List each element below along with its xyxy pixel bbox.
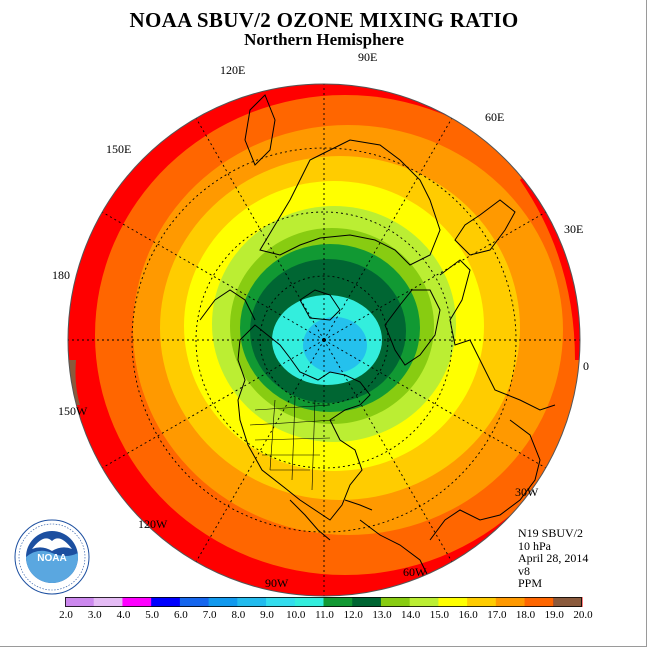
colorbar-swatch (65, 597, 95, 607)
colorbar-swatch (179, 597, 210, 607)
colorbar-tick-label: 6.0 (174, 609, 188, 621)
colorbar-tick-label: 2.0 (59, 609, 73, 621)
graticule (68, 84, 580, 596)
colorbar-tick-label: 13.0 (372, 609, 392, 621)
colorbar-swatch (122, 597, 152, 607)
colorbar-swatch (380, 597, 411, 607)
colorbar-tick-label: 11.0 (315, 609, 334, 621)
colorbar-tick-label: 4.0 (116, 609, 131, 621)
lon-label-90e: 90E (358, 50, 378, 64)
lon-label-180: 180 (52, 268, 70, 282)
lon-label-120w: 120W (138, 517, 168, 531)
colorbar-tick-label: 7.0 (202, 609, 217, 621)
pressure-label: 10 hPa (518, 538, 551, 553)
colorbar-swatch (495, 597, 526, 607)
colorbar-tick-label: 17.0 (487, 609, 507, 621)
colorbar-swatch (438, 597, 468, 607)
colorbar-swatch (208, 597, 238, 607)
colorbar-swatch (237, 597, 267, 607)
colorbar-swatch (409, 597, 439, 607)
colorbar-tick-label: 10.0 (286, 609, 306, 621)
lon-label-30w: 30W (515, 485, 539, 499)
colorbar-swatch (93, 597, 123, 607)
colorbar-swatch (266, 597, 296, 607)
lon-label-150w: 150W (58, 404, 88, 418)
map-subtitle: Northern Hemisphere (244, 30, 404, 49)
colorbar-swatch (524, 597, 554, 607)
noaa-logo-text: NOAA (37, 553, 66, 564)
colorbar-tick-label: 12.0 (343, 609, 363, 621)
colorbar-swatch (323, 597, 353, 607)
map-boundary (67, 83, 581, 597)
lon-label-150e: 150E (106, 142, 132, 156)
colorbar-tick-label: 9.0 (260, 609, 274, 621)
date-label: April 28, 2014 (518, 551, 589, 565)
coastlines (199, 84, 556, 596)
lon-label-90w: 90W (265, 576, 289, 590)
lon-label-60e: 60E (485, 110, 505, 124)
lon-label-0: 0 (583, 359, 589, 373)
colorbar-tick-label: 20.0 (573, 609, 593, 621)
lon-label-30e: 30E (564, 222, 584, 236)
colorbar-tick-label: 16.0 (458, 609, 478, 621)
info-block: N19 SBUV/2 10 hPa April 28, 2014 v8 PPM (518, 527, 588, 590)
lon-label-120e: 120E (220, 63, 246, 77)
colorbar-swatch (294, 597, 324, 607)
colorbar-swatch (467, 597, 497, 607)
colorbar-swatch (352, 597, 382, 607)
colorbar-outline (65, 597, 582, 607)
colorbar-tick-label: 19.0 (544, 609, 564, 621)
satellite-label: N19 SBUV/2 (518, 526, 584, 540)
units-label: PPM (518, 576, 543, 590)
colorbar-tick-label: 3.0 (87, 609, 102, 621)
colorbar-swatch (553, 597, 582, 607)
colorbar-tick-label: 14.0 (401, 609, 421, 621)
colorbar (65, 597, 583, 607)
noaa-logo: NOAA (14, 519, 90, 595)
colorbar-tick-label: 18.0 (515, 609, 536, 621)
version-label: v8 (518, 563, 530, 578)
colorbar-tick-label: 5.0 (145, 609, 160, 621)
colorbar-tick-label: 15.0 (429, 609, 449, 621)
lon-label-60w: 60W (403, 565, 427, 579)
colorbar-swatch (151, 597, 181, 607)
colorbar-tick-label: 8.0 (231, 609, 246, 621)
map-title: NOAA SBUV/2 OZONE MIXING RATIO (129, 8, 519, 32)
